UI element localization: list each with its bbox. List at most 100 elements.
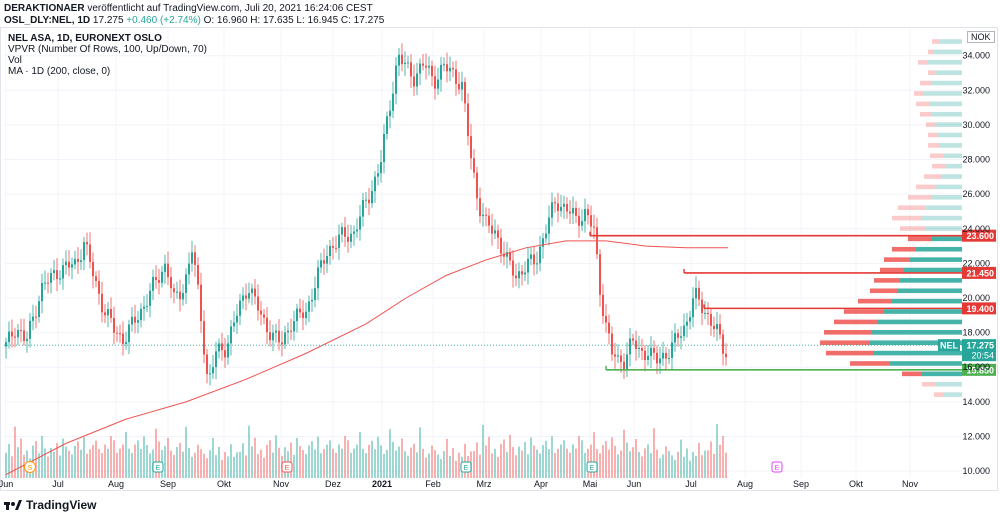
y-tick-label: 34.000 <box>962 51 990 61</box>
volume-bar <box>488 436 490 478</box>
price-change: +0.460 (+2.74%) <box>126 15 201 26</box>
split-marker-icon[interactable]: S <box>24 461 36 473</box>
vpvr-bar-down <box>928 143 940 148</box>
legend-title: NEL ASA, 1D, EURONEXT OSLO <box>8 33 162 44</box>
candle-body <box>80 260 82 262</box>
volume-bar <box>143 436 145 478</box>
level-price-label: 23.600 <box>966 231 994 241</box>
level-price-tag <box>962 266 996 279</box>
vpvr-bar-up <box>940 39 962 44</box>
volume-bar <box>590 444 592 478</box>
volume-bar <box>14 426 16 478</box>
volume-bar <box>164 446 166 478</box>
volume-bar <box>275 435 277 478</box>
vpvr-bar-up <box>938 132 962 138</box>
volume-bar <box>662 454 664 478</box>
candle-body <box>359 216 361 230</box>
candle-body <box>452 67 454 70</box>
candle-body <box>509 252 511 261</box>
volume-bar <box>707 450 709 478</box>
candle-body <box>557 203 559 212</box>
volume-bar <box>653 428 655 478</box>
legend-vol[interactable]: Vol <box>8 55 22 66</box>
vpvr-bar-down <box>928 132 938 138</box>
x-tick-label: Feb <box>425 479 441 489</box>
vpvr-bar-down <box>858 298 892 304</box>
candle-body <box>566 203 568 212</box>
legend-ma[interactable]: MA · 1D (200, close, 0) <box>8 66 111 77</box>
earnings-marker-icon[interactable]: E <box>152 461 164 473</box>
candle-body <box>260 310 262 315</box>
volume-bar <box>182 451 184 478</box>
footer-brand[interactable]: TradingView <box>4 498 96 512</box>
candle-body <box>401 54 403 65</box>
candle-body <box>635 340 637 350</box>
volume-bar <box>515 455 517 478</box>
volume-bar <box>548 449 550 478</box>
volume-bar <box>20 438 22 478</box>
candle-body <box>482 214 484 217</box>
candle-body <box>149 290 151 306</box>
candle-body <box>23 330 25 342</box>
earnings-marker-icon[interactable]: E <box>460 461 472 473</box>
volume-bar <box>203 453 205 478</box>
candle-body <box>581 221 583 226</box>
x-tick-label: Jun <box>627 479 642 489</box>
publish-line: DERAKTIONAER veröffentlicht auf TradingV… <box>4 3 373 14</box>
volume-bar <box>389 429 391 478</box>
volume-bar <box>194 452 196 478</box>
candle-body <box>632 338 634 341</box>
legend-vpvr[interactable]: VPVR (Number Of Rows, 100, Up/Down, 70) <box>8 44 207 55</box>
candle-body <box>137 320 139 323</box>
candle-body <box>422 63 424 66</box>
candle-body <box>338 234 340 248</box>
volume-bar <box>176 446 178 478</box>
volume-bar <box>557 448 559 478</box>
candle-body <box>395 65 397 94</box>
volume-bar <box>695 455 697 478</box>
candle-body <box>653 347 655 353</box>
candle-body <box>461 81 463 90</box>
candle-body <box>539 246 541 264</box>
volume-bar <box>554 453 556 478</box>
candle-body <box>191 252 193 264</box>
volume-bar <box>272 452 274 478</box>
candle-body <box>578 215 580 226</box>
volume-bar <box>650 453 652 478</box>
volume-bar <box>98 448 100 478</box>
candle-body <box>116 332 118 334</box>
volume-bar <box>674 459 676 478</box>
vpvr-bar-down <box>922 381 936 387</box>
vpvr-bar-up <box>936 184 962 190</box>
candle-body <box>62 265 64 279</box>
volume-bar <box>236 452 238 478</box>
volume-bar <box>86 453 88 478</box>
earnings-marker-icon[interactable]: E <box>771 461 783 473</box>
earnings-marker-icon[interactable]: E <box>281 461 293 473</box>
x-tick-label: Dez <box>325 479 342 489</box>
level-price-tag <box>962 302 996 315</box>
vpvr-bar-down <box>892 246 916 252</box>
volume-bar <box>131 452 133 478</box>
marker-letter: S <box>28 465 33 472</box>
candle-body <box>656 352 658 364</box>
candle-body <box>263 314 265 318</box>
candle-body <box>443 64 445 66</box>
candle-body <box>638 347 640 350</box>
marker-shape <box>586 461 598 473</box>
volume-bar <box>47 456 49 478</box>
earnings-marker-icon[interactable]: E <box>586 461 598 473</box>
volume-bar <box>668 450 670 478</box>
candle-body <box>614 354 616 357</box>
candle-body <box>551 202 553 218</box>
volume-bar <box>428 453 430 478</box>
volume-bar <box>713 453 715 478</box>
y-tick-label: 12.000 <box>962 431 990 441</box>
candle-body <box>128 324 130 343</box>
candle-body <box>344 227 346 237</box>
candle-body <box>281 342 283 345</box>
volume-bar <box>437 454 439 478</box>
vpvr-bar-up <box>936 122 962 127</box>
marker-shape <box>771 461 783 473</box>
